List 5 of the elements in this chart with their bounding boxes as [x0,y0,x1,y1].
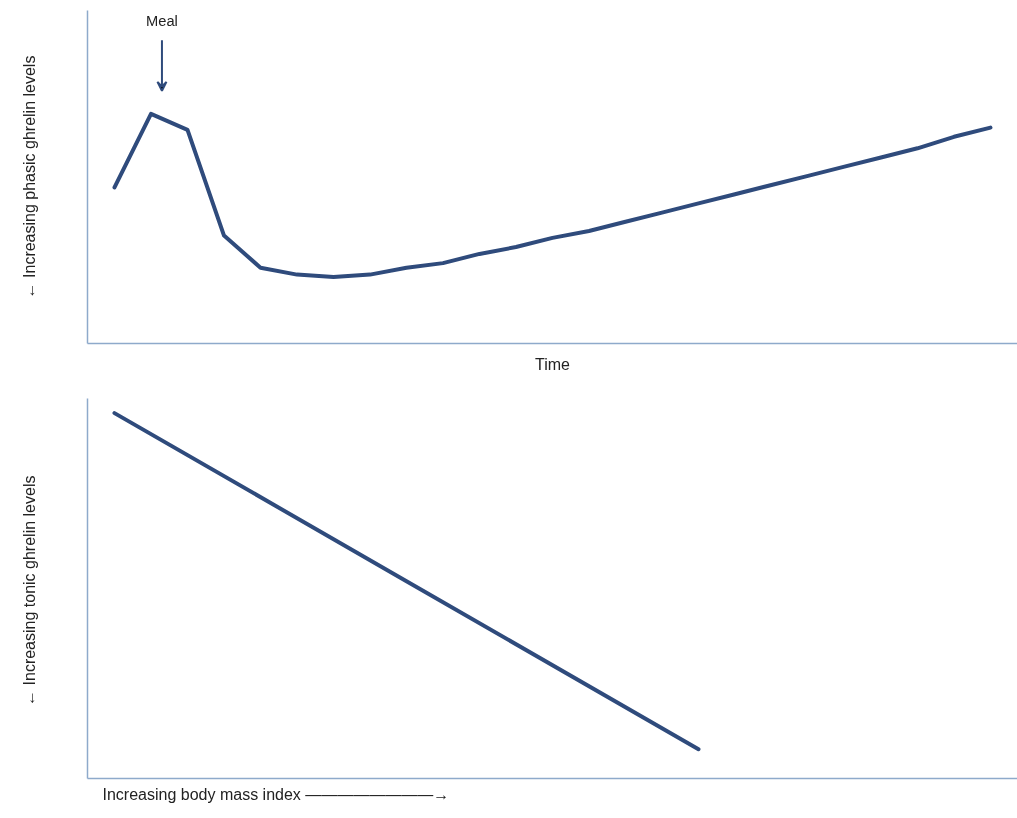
y-axis-title: ← Increasing tonic ghrelin levels [20,475,38,706]
y-axis-title: ← Increasing phasic ghrelin levels [20,55,38,299]
x-axis-title: Time [535,355,571,373]
x-axis-title: Increasing body mass index ————————→ [102,785,450,803]
text: Meal [146,12,178,29]
